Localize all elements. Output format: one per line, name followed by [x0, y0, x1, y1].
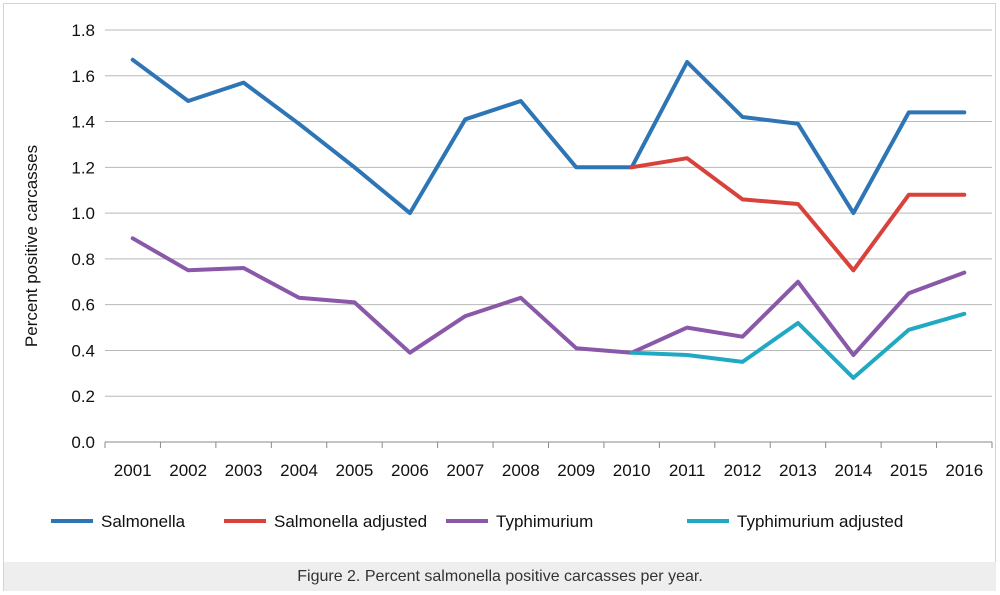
y-tick-label: 1.6 [71, 67, 95, 86]
series-lines [130, 57, 967, 380]
gridlines [104, 29, 993, 448]
x-tick-label: 2016 [945, 461, 983, 480]
line-chart: 0.00.20.40.60.81.01.21.41.61.8 2001 2002 2… [22, 21, 993, 531]
series-line-salmonella [130, 57, 967, 216]
legend-label: Salmonella adjusted [274, 512, 427, 531]
y-tick-label: 1.2 [71, 158, 95, 177]
x-tick-label: 2013 [779, 461, 817, 480]
legend: Salmonella Salmonella adjusted Typhimurium… [51, 512, 903, 531]
x-tick-label: 2014 [834, 461, 872, 480]
y-tick-label: 0.2 [71, 387, 95, 406]
y-tick-label: 0.4 [71, 341, 95, 360]
x-tick-label: 2001 [114, 461, 152, 480]
figure-frame [3, 3, 996, 591]
series-line-typhimurium [130, 236, 967, 357]
y-tick-label: 1.4 [71, 113, 95, 132]
x-tick-label: 2011 [669, 461, 706, 480]
x-tick-label: 2006 [391, 461, 429, 480]
x-tick-label: 2005 [336, 461, 374, 480]
x-tick-label: 2015 [890, 461, 928, 480]
figure-caption: Figure 2. Percent salmonella positive ca… [4, 562, 996, 591]
x-tick-label: 2003 [225, 461, 263, 480]
y-tick-label: 1.0 [71, 204, 95, 223]
y-tick-labels: 0.0 0.2 0.4 0.6 0.8 1.0 1.2 1.4 1.6 1.8 [71, 21, 95, 452]
y-tick-label: 1.8 [71, 21, 95, 40]
x-tick-label: 2009 [557, 461, 595, 480]
y-tick-label: 0.0 [71, 433, 95, 452]
y-axis-title: Percent positive carcasses [22, 145, 41, 347]
y-tick-label: 0.8 [71, 250, 95, 269]
x-tick-label: 2007 [446, 461, 484, 480]
x-tick-label: 2008 [502, 461, 540, 480]
legend-label: Salmonella [101, 512, 186, 531]
x-tick-label: 2002 [169, 461, 207, 480]
chart-area: 0.0 0.2 0.4 0.6 0.8 1.0 1.2 1.4 1.6 1.8 2001 2002 2… [4, 4, 996, 560]
x-tick-labels: 2001 2002 2003 2004 2005 2006 2007 2008 2009 2010… [114, 461, 983, 480]
x-tick-label: 2010 [613, 461, 651, 480]
x-tick-label: 2012 [724, 461, 762, 480]
legend-label: Typhimurium [496, 512, 593, 531]
x-tick-label: 2004 [280, 461, 318, 480]
y-tick-label: 0.6 [71, 296, 95, 315]
series-line-salmonella-adjusted [629, 156, 967, 273]
legend-label: Typhimurium adjusted [737, 512, 903, 531]
series-line-typhimurium-adjusted [629, 311, 967, 380]
